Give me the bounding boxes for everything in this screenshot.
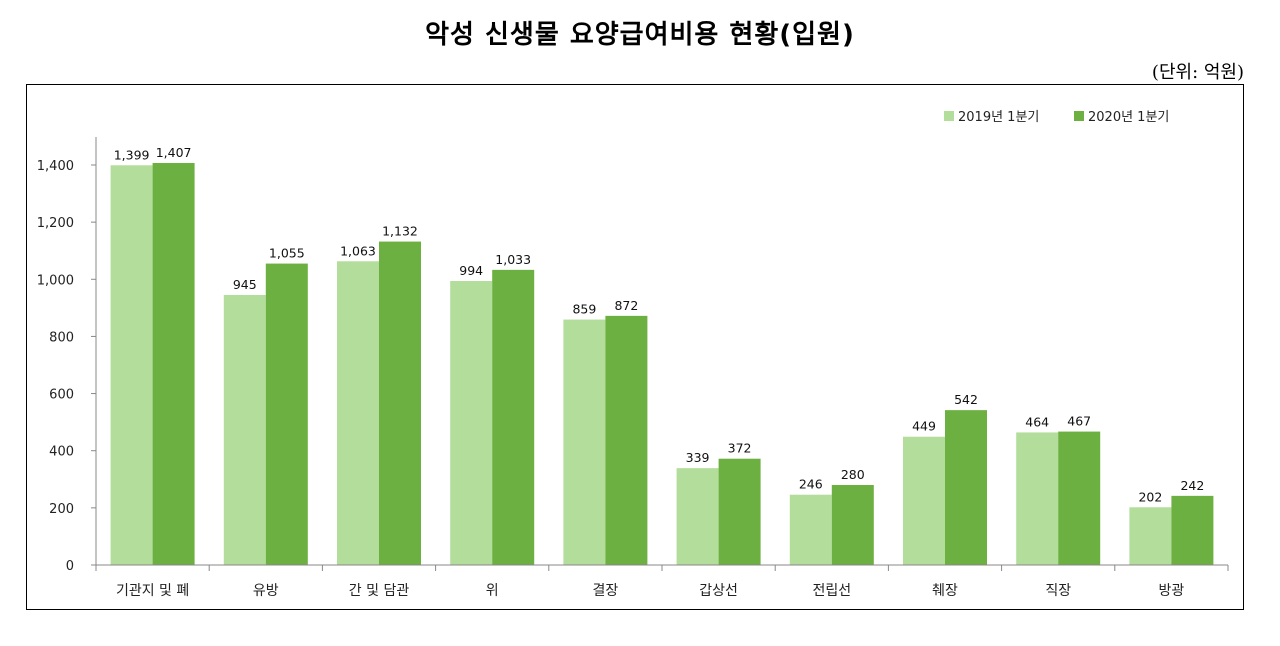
bar-1-7 [789,494,832,565]
y-tick-label: 200 [49,502,74,517]
category-label: 갑상선 [699,583,738,599]
data-label: 872 [614,298,638,313]
bar-2-3 [379,241,421,566]
data-label: 280 [841,467,865,482]
category-label: 결장 [593,583,619,599]
data-label: 246 [799,477,823,492]
category-label: 유방 [253,583,279,599]
data-label: 945 [233,277,257,292]
data-label: 994 [459,263,483,278]
bar-1-10 [1129,507,1172,565]
legend-swatch [944,111,954,121]
data-label: 1,399 [114,147,150,162]
bar-2-2 [265,263,308,565]
data-label: 202 [1138,489,1162,504]
unit-label: (단위: 억원) [1151,62,1244,83]
legend-label: 2020년 1분기 [1088,110,1169,125]
y-tick-label: 0 [66,559,74,574]
y-tick-label: 1,200 [37,216,74,231]
data-label: 859 [572,302,596,317]
bar-2-8 [945,410,987,565]
category-label: 직장 [1045,583,1071,599]
data-label: 1,063 [340,243,376,258]
category-label: 췌장 [932,583,958,599]
legend-label: 2019년 1분기 [958,110,1039,125]
y-tick-label: 1,000 [37,273,74,288]
bar-1-6 [676,468,719,565]
bar-2-9 [1058,431,1101,565]
legend-swatch [1074,111,1084,121]
category-label: 간 및 담관 [349,583,410,599]
data-label: 372 [728,441,752,456]
bar-2-7 [831,485,874,565]
category-label: 방광 [1159,583,1185,599]
bar-1-1 [110,165,153,566]
bar-2-6 [718,458,761,565]
bar-2-10 [1171,495,1214,565]
bar-1-4 [450,281,493,565]
category-label: 위 [486,583,499,599]
y-tick-label: 800 [49,330,74,345]
bar-1-2 [223,295,266,565]
chart-frame [26,84,1244,610]
y-tick-label: 600 [49,388,74,403]
data-label: 339 [686,450,710,465]
bar-2-1 [152,163,195,565]
bar-1-3 [337,261,379,565]
data-label: 1,407 [156,145,192,160]
data-label: 467 [1067,414,1091,429]
category-label: 전립선 [812,583,851,599]
chart-title: 악성 신생물 요양급여비용 현황(입원) [425,20,855,50]
data-label: 449 [912,419,936,434]
data-label: 1,033 [495,252,531,267]
data-label: 242 [1180,478,1204,493]
data-label: 542 [954,392,978,407]
bar-1-5 [563,319,606,565]
bar-2-4 [492,269,535,565]
data-label: 1,055 [269,246,305,261]
bar-1-8 [903,436,945,565]
y-tick-label: 400 [49,445,74,460]
category-label: 기관지 및 폐 [116,583,189,599]
bar-1-9 [1016,432,1059,565]
bar-2-5 [605,315,648,565]
data-label: 464 [1025,414,1049,429]
data-label: 1,132 [382,224,418,239]
y-tick-label: 1,400 [37,159,74,174]
